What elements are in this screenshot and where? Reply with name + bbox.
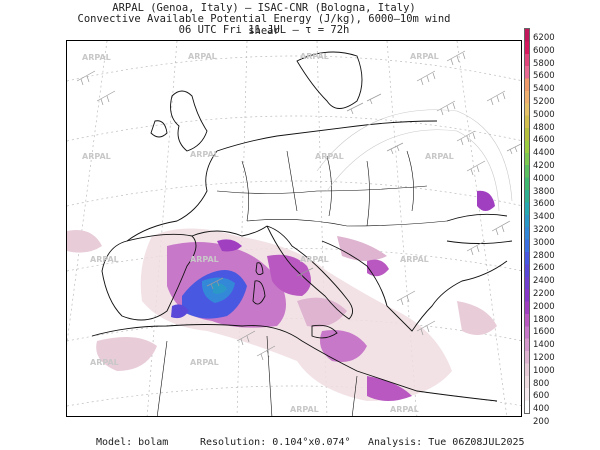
watermark-label: ARPAL [390,405,419,414]
watermark-label: ARPAL [400,255,429,264]
colorbar-tick-label: 6000 [533,45,555,56]
colorbar-tick-label: 3200 [533,225,555,235]
map-canvas [67,41,521,416]
model-info: Model: bolam [96,437,168,448]
colorbar-tick-label: 400 [533,404,550,415]
title-line-2: Convective Available Potential Energy (J… [77,13,451,37]
colorbar-tick-label: 4400 [533,148,555,159]
watermark-label: ARPAL [190,255,219,264]
colorbar-tick-label: 1000 [533,365,555,376]
watermark-label: ARPAL [188,52,217,61]
colorbar-tick-label: 1200 [533,353,555,363]
title-line-3: 06 UTC Fri 11 JUL — τ = 72h [178,24,350,36]
colorbar-tick-label: 3600 [533,199,555,210]
title-line-1: ARPAL (Genoa, Italy) — ISAC-CNR (Bologna… [112,2,416,14]
coastlines [91,51,513,416]
colorbar-tick-label: 3400 [533,212,555,223]
colorbar-tick-label: 4600 [533,135,555,146]
colorbar-tick-label: 5600 [533,71,555,82]
colorbar-tick-label: 5200 [533,97,555,107]
colorbar-tick-label: 1400 [533,340,555,351]
colorbar-tick-label: 5400 [533,84,555,95]
resolution-info: Resolution: 0.104°x0.074° [200,437,351,448]
wind-shear-barbs [76,50,521,361]
colorbar-tick-label: 2200 [533,289,555,299]
colorbar-tick-label: 1600 [533,327,555,338]
colorbar-tick-label: 2800 [533,250,555,261]
colorbar-tick-label: 2600 [533,263,555,274]
colorbar-tick-label: 6200 [533,33,555,43]
colorbar-tick-label: 2000 [533,301,555,312]
watermark-label: ARPAL [315,152,344,161]
colorbar-tick-label: 4000 [533,173,555,184]
colorbar-tick-label: 5800 [533,58,555,69]
colorbar-tick-label: 800 [533,378,550,389]
cape-field [67,190,497,401]
colorbar-tick-label: 600 [533,391,550,402]
colorbar-tick-label: 200 [533,417,550,427]
analysis-info: Analysis: Tue 06Z08JUL2025 [368,437,525,448]
colorbar-tick-label: 2400 [533,276,555,287]
watermark-label: ARPAL [425,152,454,161]
analysis-label: Analysis: [368,437,423,448]
watermark-label: ARPAL [300,255,329,264]
shear-arc [316,109,513,212]
forecast-map [66,40,522,417]
watermark-label: ARPAL [90,255,119,264]
watermark-label: ARPAL [300,52,329,61]
colorbar-tick-label: 5000 [533,109,555,120]
watermark-label: ARPAL [90,358,119,367]
watermark-label: ARPAL [190,150,219,159]
colorbar-tick-label: 3000 [533,237,555,248]
watermark-label: ARPAL [82,53,111,62]
model-label: Model: [96,437,133,448]
colorbar-tick-label: 1800 [533,314,555,325]
colorbar [524,28,530,414]
watermark-label: ARPAL [82,152,111,161]
watermark-label: ARPAL [410,52,439,61]
colorbar-tick-label: 3800 [533,186,555,197]
colorbar-tick-label: 4800 [533,122,555,133]
model-value: bolam [138,437,169,448]
resolution-label: Resolution: [200,437,267,448]
watermark-label: ARPAL [290,405,319,414]
resolution-value: 0.104°x0.074° [272,437,351,448]
analysis-value: Tue 06Z08JUL2025 [428,437,525,448]
colorbar-tick-label: 4200 [533,161,555,171]
watermark-label: ARPAL [190,358,219,367]
